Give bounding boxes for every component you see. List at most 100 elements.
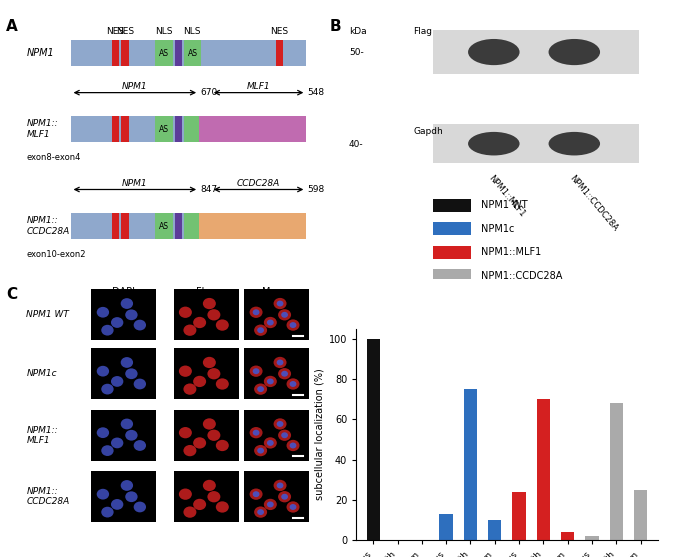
Circle shape xyxy=(281,432,288,438)
Circle shape xyxy=(121,419,133,429)
Text: exon8-exon4: exon8-exon4 xyxy=(27,153,81,162)
Circle shape xyxy=(134,379,146,389)
Bar xyxy=(174,289,238,340)
Circle shape xyxy=(249,365,262,377)
Circle shape xyxy=(97,489,109,500)
Circle shape xyxy=(203,418,216,429)
Circle shape xyxy=(101,445,114,456)
Text: B: B xyxy=(329,19,341,35)
Ellipse shape xyxy=(468,132,519,155)
Text: AS: AS xyxy=(159,222,169,231)
Circle shape xyxy=(184,445,197,456)
Circle shape xyxy=(264,437,277,448)
Circle shape xyxy=(278,429,291,441)
Bar xyxy=(184,213,199,240)
Bar xyxy=(174,348,238,399)
Bar xyxy=(71,116,199,143)
Ellipse shape xyxy=(468,39,519,65)
Bar xyxy=(112,116,119,143)
Bar xyxy=(245,289,309,340)
Bar xyxy=(433,124,638,163)
Circle shape xyxy=(277,301,284,306)
Circle shape xyxy=(203,298,216,309)
Bar xyxy=(433,199,471,212)
Bar xyxy=(121,40,129,66)
Text: NPM1::MLF1: NPM1::MLF1 xyxy=(481,247,541,257)
Text: NPM1 WT: NPM1 WT xyxy=(27,310,69,319)
Circle shape xyxy=(281,494,288,500)
Circle shape xyxy=(97,427,109,438)
Circle shape xyxy=(257,509,264,515)
Text: NPM1::MLF1: NPM1::MLF1 xyxy=(487,174,527,219)
Text: NPM1::CCDC28A: NPM1::CCDC28A xyxy=(481,271,562,281)
Circle shape xyxy=(267,501,274,507)
Circle shape xyxy=(290,381,297,387)
Bar xyxy=(175,40,182,66)
Circle shape xyxy=(253,368,260,374)
Circle shape xyxy=(216,501,229,512)
Circle shape xyxy=(273,418,286,429)
Text: NPM1::
MLF1: NPM1:: MLF1 xyxy=(27,119,58,139)
Bar xyxy=(440,514,453,540)
Circle shape xyxy=(111,438,123,448)
Text: NPM1::CCDC28A: NPM1::CCDC28A xyxy=(567,174,619,233)
Circle shape xyxy=(203,357,216,368)
Circle shape xyxy=(193,499,206,510)
Bar xyxy=(175,213,182,240)
Circle shape xyxy=(267,320,274,325)
Circle shape xyxy=(286,501,299,512)
Bar xyxy=(245,471,309,522)
Text: A: A xyxy=(6,19,18,35)
Bar xyxy=(91,348,156,399)
Circle shape xyxy=(193,317,206,328)
Bar xyxy=(464,389,477,540)
Circle shape xyxy=(111,499,123,510)
Bar xyxy=(275,40,283,66)
Circle shape xyxy=(267,440,274,446)
Text: 598: 598 xyxy=(308,185,325,194)
Circle shape xyxy=(264,376,277,387)
Circle shape xyxy=(208,491,221,502)
Bar xyxy=(121,213,129,240)
Circle shape xyxy=(125,310,138,320)
Circle shape xyxy=(253,309,260,315)
Text: 40-: 40- xyxy=(349,140,364,149)
Bar xyxy=(433,246,471,259)
Bar xyxy=(245,348,309,399)
Text: NPM1::
CCDC28A: NPM1:: CCDC28A xyxy=(27,487,70,506)
Text: NPM1c: NPM1c xyxy=(27,369,57,378)
Bar xyxy=(433,270,471,282)
Text: Flag: Flag xyxy=(413,27,432,36)
Bar xyxy=(512,492,525,540)
Bar xyxy=(561,532,574,540)
Text: 50-: 50- xyxy=(349,47,364,57)
Circle shape xyxy=(208,429,221,441)
Circle shape xyxy=(249,488,262,500)
Circle shape xyxy=(273,480,286,491)
Text: AS: AS xyxy=(159,125,169,134)
Text: C: C xyxy=(6,287,17,302)
Bar xyxy=(112,213,119,240)
Text: NES: NES xyxy=(271,27,288,36)
Circle shape xyxy=(254,383,267,395)
Text: 670: 670 xyxy=(201,88,218,97)
Text: NPM1c: NPM1c xyxy=(481,224,514,234)
Circle shape xyxy=(184,325,197,336)
Circle shape xyxy=(97,307,109,317)
Circle shape xyxy=(286,319,299,331)
Circle shape xyxy=(254,445,267,456)
Circle shape xyxy=(184,383,197,395)
Circle shape xyxy=(193,437,206,448)
Bar xyxy=(199,116,306,143)
Circle shape xyxy=(286,440,299,451)
Circle shape xyxy=(97,366,109,377)
Circle shape xyxy=(254,325,267,336)
Text: DAPI: DAPI xyxy=(112,287,135,297)
Bar xyxy=(433,30,638,74)
Circle shape xyxy=(267,378,274,384)
Circle shape xyxy=(277,421,284,427)
Circle shape xyxy=(216,378,229,390)
Circle shape xyxy=(278,368,291,379)
Circle shape xyxy=(125,368,138,379)
Text: NES: NES xyxy=(107,27,125,36)
